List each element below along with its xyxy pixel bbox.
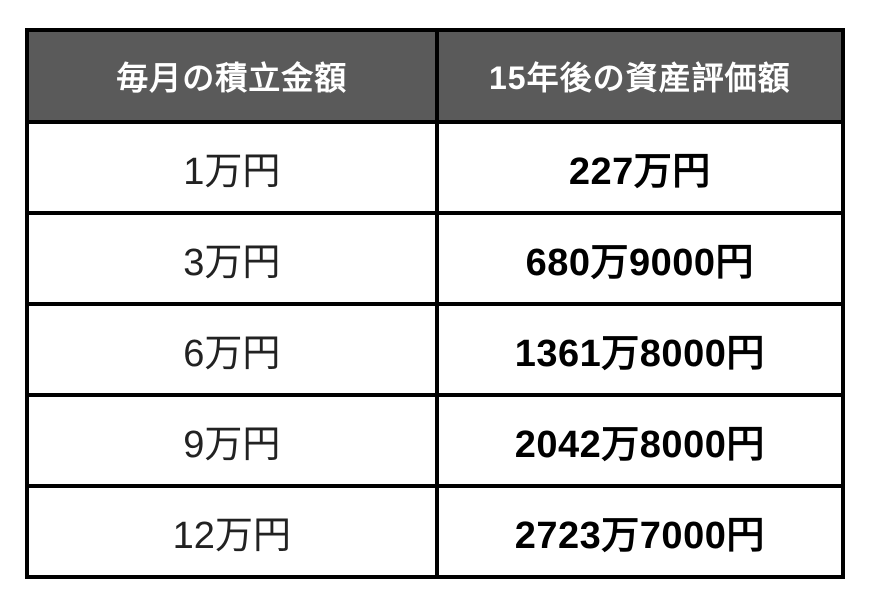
column-header-monthly-contribution: 毎月の積立金額: [25, 28, 439, 124]
cell-monthly-contribution: 6万円: [25, 302, 439, 397]
investment-table: 毎月の積立金額 15年後の資産評価額 1万円 227万円 3万円 680万900…: [25, 28, 846, 579]
table-row: 12万円 2723万7000円: [25, 484, 846, 579]
table-row: 3万円 680万9000円: [25, 211, 846, 306]
cell-valuation: 227万円: [434, 120, 846, 215]
cell-monthly-contribution: 12万円: [25, 484, 439, 579]
cell-valuation: 2723万7000円: [434, 484, 846, 579]
cell-valuation: 680万9000円: [434, 211, 846, 306]
cell-monthly-contribution: 1万円: [25, 120, 439, 215]
cell-monthly-contribution: 3万円: [25, 211, 439, 306]
cell-monthly-contribution: 9万円: [25, 393, 439, 488]
cell-valuation: 2042万8000円: [434, 393, 846, 488]
table-header-row: 毎月の積立金額 15年後の資産評価額: [25, 28, 846, 124]
column-header-valuation-15y: 15年後の資産評価額: [434, 28, 846, 124]
table-row: 9万円 2042万8000円: [25, 393, 846, 488]
table-row: 1万円 227万円: [25, 120, 846, 215]
cell-valuation: 1361万8000円: [434, 302, 846, 397]
table-row: 6万円 1361万8000円: [25, 302, 846, 397]
